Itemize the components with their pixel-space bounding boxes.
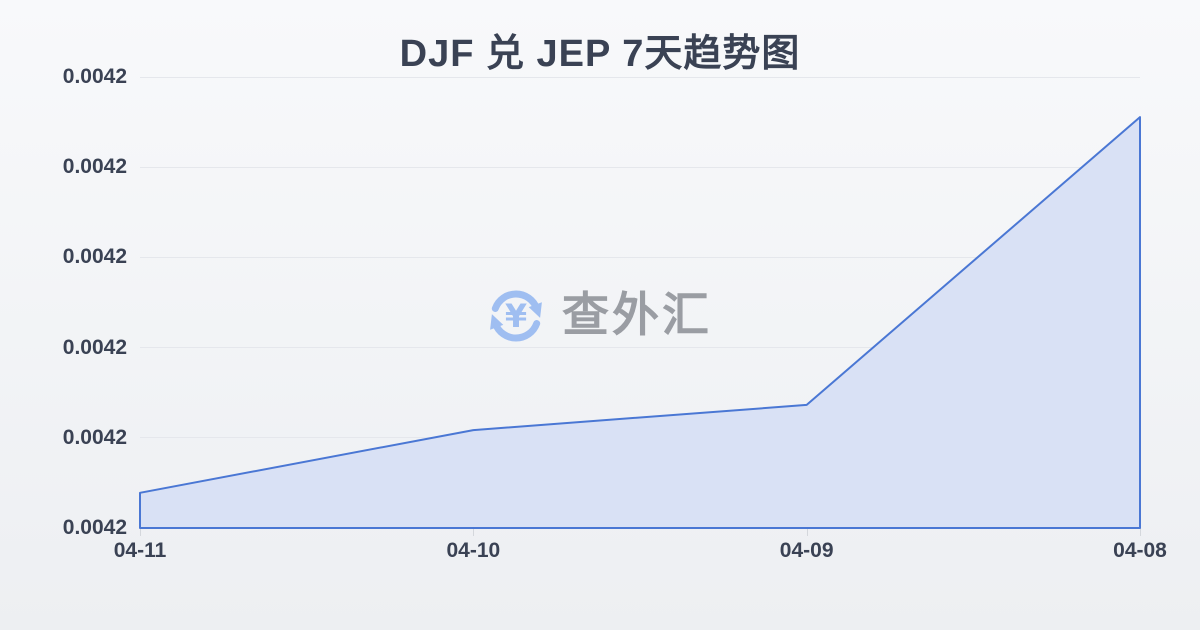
x-axis-label: 04-09: [779, 539, 834, 562]
y-axis-label: 0.0042: [62, 335, 127, 359]
grid-line: [140, 347, 1140, 349]
y-axis-label: 0.0042: [62, 245, 127, 269]
y-axis-label: 0.0042: [62, 425, 127, 449]
x-axis-label: 04-10: [446, 539, 501, 562]
watermark-text: 查外汇: [562, 288, 712, 341]
y-axis-label: 0.0042: [62, 155, 127, 179]
x-axis-tick: [473, 528, 475, 536]
x-axis-tick: [140, 528, 141, 536]
watermark: ¥ 查外汇: [484, 283, 712, 347]
chart-title: DJF 兑 JEP 7天趋势图: [399, 33, 801, 75]
x-axis-label: 04-08: [1113, 539, 1167, 562]
y-axis-label: 0.0042: [62, 65, 127, 88]
y-axis-label: 0.0042: [62, 516, 127, 539]
x-axis-tick: [1140, 528, 1141, 536]
grid-line: [140, 256, 1140, 258]
x-axis-label: 04-11: [113, 539, 167, 562]
currency-exchange-icon: ¥: [490, 290, 542, 342]
x-axis-tick: [806, 528, 808, 536]
area-series: [139, 116, 1141, 529]
grid-line: [140, 166, 1140, 168]
yuan-symbol: ¥: [505, 297, 527, 335]
grid-line: [140, 76, 1140, 78]
